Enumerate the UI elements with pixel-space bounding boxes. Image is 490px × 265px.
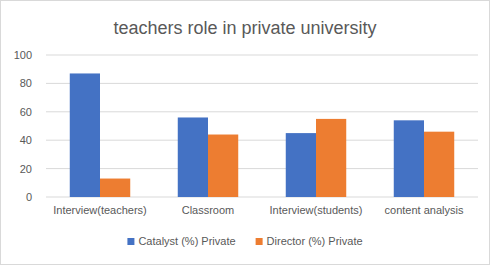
y-tick-label: 20: [20, 163, 32, 175]
chart-svg: teachers role in private university 0 20 40…: [0, 0, 490, 265]
legend-label: Catalyst (%) Private: [138, 235, 235, 247]
grid-line: [46, 83, 478, 84]
bar: [424, 132, 454, 197]
legend: Catalyst (%) Private Director (%) Private: [127, 235, 362, 247]
y-tick-label: 0: [26, 191, 32, 203]
bar: [208, 135, 238, 197]
bar: [100, 179, 130, 197]
y-tick-label: 100: [14, 49, 32, 61]
y-tick-label: 80: [20, 77, 32, 89]
legend-swatch: [127, 238, 134, 245]
x-tick-label: content analysis: [385, 204, 464, 216]
bar: [70, 73, 100, 197]
bar: [394, 120, 424, 197]
grid-line: [46, 55, 478, 56]
y-tick-label: 60: [20, 106, 32, 118]
x-tick-label: Interview(students): [270, 204, 363, 216]
legend-swatch: [256, 238, 263, 245]
x-tick-label: Interview(teachers): [53, 204, 147, 216]
chart-title: teachers role in private university: [113, 18, 376, 38]
bar: [178, 117, 208, 197]
bar: [286, 133, 316, 197]
bar: [316, 119, 346, 197]
legend-label: Director (%) Private: [267, 235, 363, 247]
x-tick-label: Classroom: [182, 204, 235, 216]
chart-frame: [1, 1, 490, 265]
grid-line: [46, 111, 478, 112]
y-tick-label: 40: [20, 134, 32, 146]
chart-container: teachers role in private university 0 20 40…: [0, 0, 490, 265]
